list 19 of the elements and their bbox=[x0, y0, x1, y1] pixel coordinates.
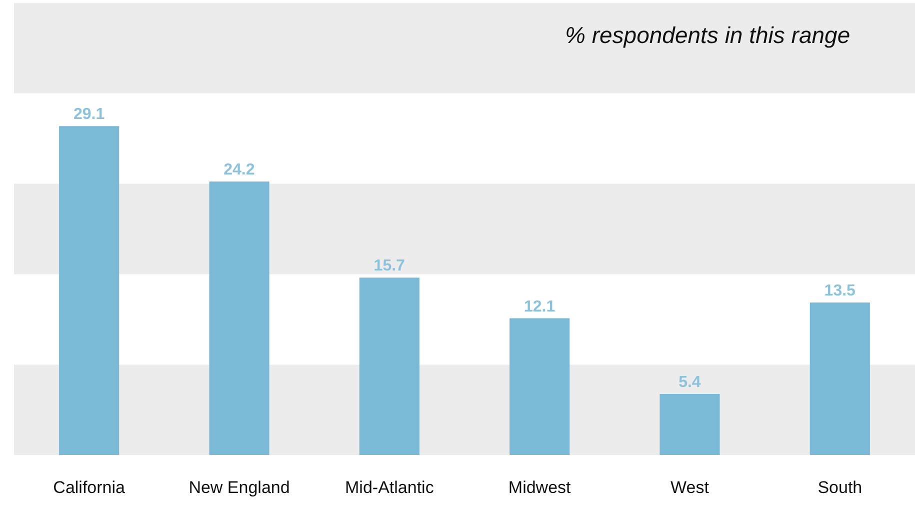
x-tick-label: Mid-Atlantic bbox=[345, 478, 434, 497]
data-label: 13.5 bbox=[824, 282, 856, 300]
bar bbox=[59, 126, 120, 455]
data-label: 5.4 bbox=[678, 374, 701, 391]
annotation: % respondents in this range bbox=[565, 22, 850, 48]
bar bbox=[810, 302, 870, 455]
bar bbox=[660, 394, 720, 455]
data-label: 15.7 bbox=[374, 258, 406, 275]
x-tick-label: Midwest bbox=[508, 478, 572, 497]
x-tick-label: South bbox=[818, 478, 862, 497]
data-label: 24.2 bbox=[224, 162, 255, 179]
x-tick-label: West bbox=[670, 478, 710, 497]
x-tick-label: New England bbox=[188, 478, 290, 497]
data-label: 29.1 bbox=[73, 106, 105, 124]
x-tick-label: California bbox=[53, 478, 126, 497]
bar bbox=[359, 278, 420, 455]
data-label: 12.1 bbox=[524, 298, 556, 316]
bar bbox=[209, 182, 270, 455]
bar bbox=[510, 318, 570, 455]
